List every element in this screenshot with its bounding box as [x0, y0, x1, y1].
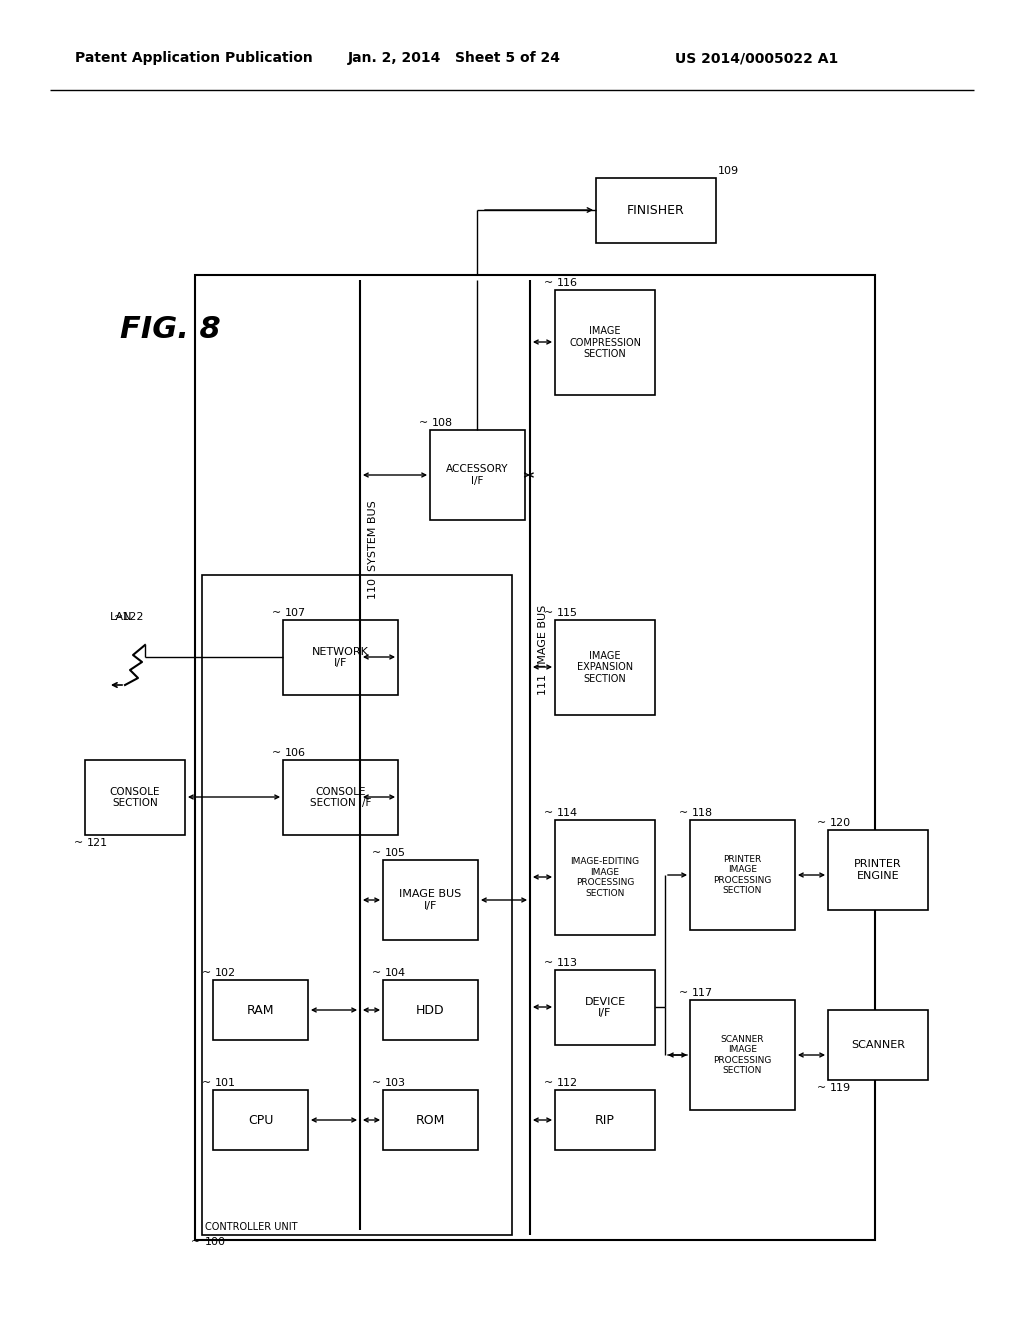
Text: ~122: ~122: [114, 612, 144, 622]
Text: ~: ~: [544, 1078, 553, 1088]
Bar: [213, 1090, 308, 1150]
Bar: [283, 620, 398, 696]
Bar: [430, 430, 525, 520]
Text: CPU: CPU: [248, 1114, 273, 1126]
Bar: [828, 1010, 928, 1080]
Text: ~: ~: [202, 968, 211, 978]
Bar: [383, 1090, 478, 1150]
Text: IMAGE-EDITING
IMAGE
PROCESSING
SECTION: IMAGE-EDITING IMAGE PROCESSING SECTION: [570, 858, 640, 898]
Text: ACCESSORY
I/F: ACCESSORY I/F: [446, 465, 509, 486]
Text: 105: 105: [385, 847, 406, 858]
Text: RAM: RAM: [247, 1003, 274, 1016]
Text: 117: 117: [692, 987, 713, 998]
Text: 106: 106: [285, 748, 306, 758]
Text: ~: ~: [372, 847, 381, 858]
Bar: [283, 760, 398, 836]
Text: ~: ~: [74, 838, 83, 847]
Text: 115: 115: [557, 609, 578, 618]
Text: 112: 112: [557, 1078, 579, 1088]
Text: PRINTER
ENGINE: PRINTER ENGINE: [854, 859, 902, 880]
Text: LAN: LAN: [110, 612, 132, 622]
Text: SCANNER: SCANNER: [851, 1040, 905, 1049]
Text: ~: ~: [544, 279, 553, 288]
Text: 100: 100: [205, 1237, 226, 1247]
Text: 103: 103: [385, 1078, 406, 1088]
Text: 102: 102: [215, 968, 237, 978]
Text: 110  SYSTEM BUS: 110 SYSTEM BUS: [368, 500, 378, 599]
Text: ~: ~: [271, 748, 281, 758]
Text: 109: 109: [718, 166, 739, 176]
Bar: [195, 275, 874, 1239]
Text: 101: 101: [215, 1078, 236, 1088]
Bar: [383, 979, 478, 1040]
Text: CONSOLE
SECTION I/F: CONSOLE SECTION I/F: [310, 787, 371, 808]
Text: 119: 119: [830, 1082, 851, 1093]
Bar: [690, 820, 795, 931]
Bar: [202, 576, 512, 1236]
Bar: [555, 970, 655, 1045]
Text: ~: ~: [817, 818, 826, 828]
Text: 118: 118: [692, 808, 713, 818]
Text: ~: ~: [679, 808, 688, 818]
Text: RIP: RIP: [595, 1114, 615, 1126]
Text: ~: ~: [419, 418, 428, 428]
Text: 104: 104: [385, 968, 407, 978]
Text: ~: ~: [817, 1082, 826, 1093]
Text: SCANNER
IMAGE
PROCESSING
SECTION: SCANNER IMAGE PROCESSING SECTION: [714, 1035, 772, 1074]
Bar: [85, 760, 185, 836]
Text: US 2014/0005022 A1: US 2014/0005022 A1: [675, 51, 839, 65]
Text: 111  IMAGE BUS: 111 IMAGE BUS: [538, 605, 548, 696]
Text: 113: 113: [557, 958, 578, 968]
Bar: [596, 178, 716, 243]
Bar: [555, 820, 655, 935]
Text: ~: ~: [372, 968, 381, 978]
Text: ROM: ROM: [416, 1114, 445, 1126]
Text: ~: ~: [679, 987, 688, 998]
Bar: [555, 290, 655, 395]
Text: CONTROLLER UNIT: CONTROLLER UNIT: [205, 1222, 298, 1232]
Text: IMAGE BUS
I/F: IMAGE BUS I/F: [399, 890, 462, 911]
Text: 108: 108: [432, 418, 454, 428]
Text: 121: 121: [87, 838, 109, 847]
Text: Jan. 2, 2014   Sheet 5 of 24: Jan. 2, 2014 Sheet 5 of 24: [348, 51, 561, 65]
Text: PRINTER
IMAGE
PROCESSING
SECTION: PRINTER IMAGE PROCESSING SECTION: [714, 855, 772, 895]
Text: HDD: HDD: [416, 1003, 444, 1016]
Bar: [828, 830, 928, 909]
Text: 114: 114: [557, 808, 579, 818]
Text: ~: ~: [544, 958, 553, 968]
Bar: [690, 1001, 795, 1110]
Text: ~: ~: [190, 1237, 200, 1247]
Text: 120: 120: [830, 818, 851, 828]
Text: Patent Application Publication: Patent Application Publication: [75, 51, 312, 65]
Bar: [383, 861, 478, 940]
Text: IMAGE
EXPANSION
SECTION: IMAGE EXPANSION SECTION: [577, 651, 633, 684]
Text: NETWORK
I/F: NETWORK I/F: [312, 647, 369, 668]
Text: ~: ~: [271, 609, 281, 618]
Bar: [555, 1090, 655, 1150]
Bar: [555, 620, 655, 715]
Text: ~: ~: [372, 1078, 381, 1088]
Text: CONSOLE
SECTION: CONSOLE SECTION: [110, 787, 160, 808]
Text: IMAGE
COMPRESSION
SECTION: IMAGE COMPRESSION SECTION: [569, 326, 641, 359]
Text: ~: ~: [202, 1078, 211, 1088]
Text: ~: ~: [544, 808, 553, 818]
Bar: [213, 979, 308, 1040]
Text: ~: ~: [544, 609, 553, 618]
Text: DEVICE
I/F: DEVICE I/F: [585, 997, 626, 1018]
Text: 107: 107: [285, 609, 306, 618]
Text: FINISHER: FINISHER: [627, 205, 685, 216]
Text: 116: 116: [557, 279, 578, 288]
Text: FIG. 8: FIG. 8: [120, 315, 221, 345]
